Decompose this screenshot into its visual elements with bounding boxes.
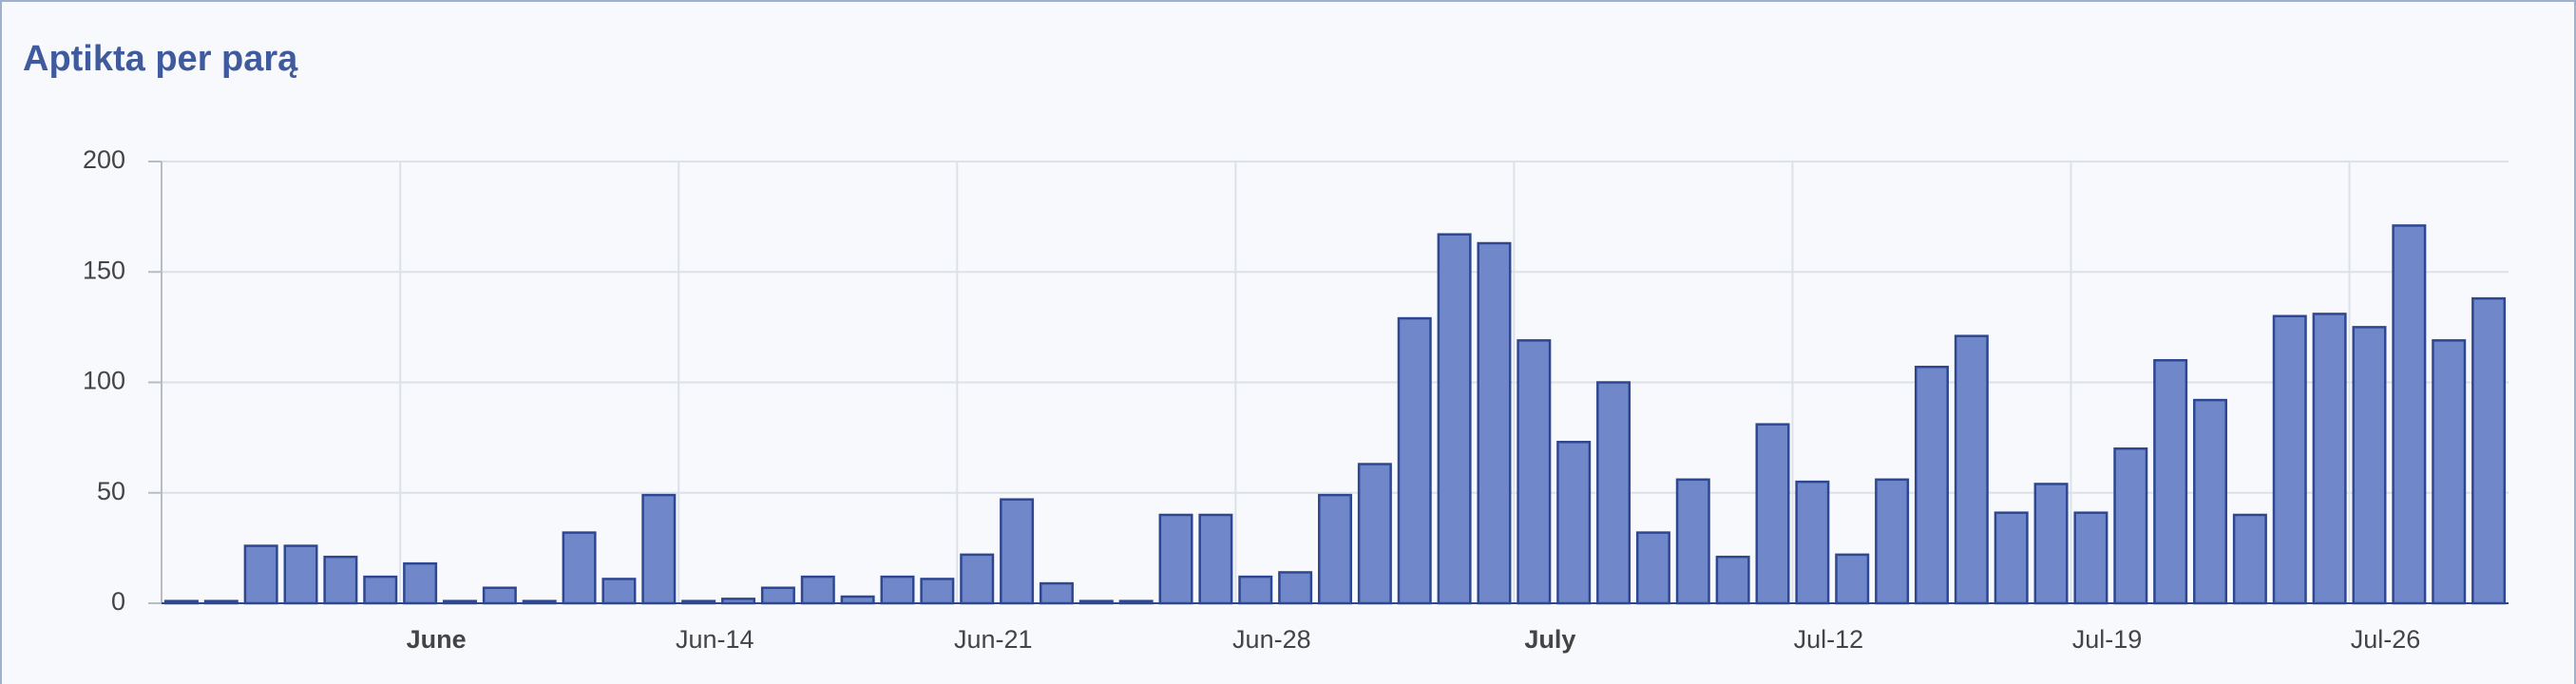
x-tick-label: Jun-21 [954, 625, 1033, 654]
bar [1397, 316, 1432, 605]
bar [1914, 365, 1949, 605]
bar [1835, 553, 1870, 605]
bar [601, 578, 637, 605]
bar [1994, 511, 2029, 605]
bar [562, 531, 597, 605]
bar [482, 586, 517, 605]
y-tick-label: 150 [83, 256, 125, 284]
bar [2272, 314, 2307, 605]
bar [840, 595, 875, 605]
bar [1635, 531, 1670, 605]
bar [1795, 480, 1830, 605]
bar [1039, 581, 1074, 605]
chart-title: Aptikta per parą [23, 39, 298, 79]
bar [1596, 381, 1631, 605]
bar [1517, 339, 1552, 605]
bar [1000, 498, 1035, 605]
x-tick-label: Jun-28 [1232, 625, 1311, 654]
y-tick-label: 50 [97, 477, 125, 505]
bar [1755, 423, 1790, 605]
bar [323, 555, 358, 605]
x-tick-label: Jul-12 [1794, 625, 1864, 654]
x-tick-label: July [1524, 625, 1575, 654]
bar [2432, 339, 2467, 605]
bar [1198, 513, 1233, 605]
bar [920, 578, 955, 605]
bar [2232, 513, 2267, 605]
bar [960, 553, 995, 605]
bar [2471, 296, 2507, 605]
y-tick-label: 0 [111, 587, 125, 616]
bar [1715, 555, 1750, 605]
x-tick-label: Jun-14 [676, 625, 754, 654]
x-tick-label: June [407, 625, 467, 654]
bar [363, 575, 398, 605]
bar [1875, 478, 1910, 605]
bar [1357, 463, 1392, 605]
bar [2193, 398, 2228, 605]
bar [2153, 359, 2188, 605]
bar [2312, 313, 2347, 605]
y-tick-label: 100 [83, 367, 125, 395]
x-tick-label: Jul-19 [2072, 625, 2143, 654]
bar [1238, 575, 1273, 605]
bar [1556, 441, 1592, 605]
bar [800, 575, 835, 605]
bar [641, 493, 677, 605]
bar [243, 544, 278, 605]
bar [1954, 334, 1989, 605]
y-tick-label: 200 [83, 145, 125, 174]
bar [2352, 326, 2387, 605]
bar [1477, 241, 1512, 605]
bar [1675, 478, 1710, 605]
bar [1278, 571, 1313, 605]
bar [2113, 447, 2148, 605]
bar [1437, 233, 1472, 605]
bar [1318, 493, 1352, 605]
bar [760, 586, 795, 605]
bar [2033, 483, 2069, 605]
x-tick-label: Jul-26 [2351, 625, 2421, 654]
bar [2073, 511, 2109, 605]
bar [283, 544, 318, 605]
bar [880, 575, 915, 605]
bar [2392, 224, 2427, 605]
bar [1158, 513, 1193, 605]
bar [403, 561, 438, 605]
